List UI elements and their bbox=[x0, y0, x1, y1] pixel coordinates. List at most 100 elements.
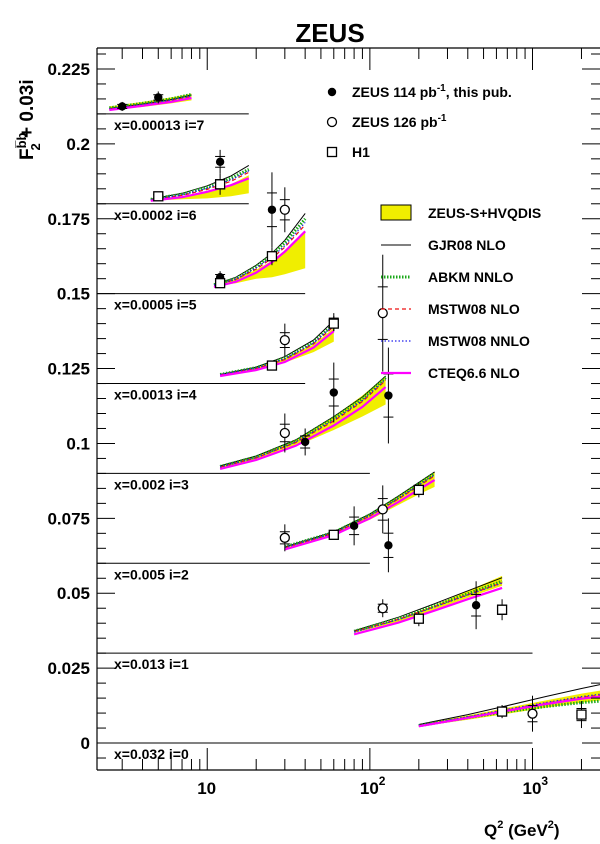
legend-label: ZEUS 114 pb-1, this pub. bbox=[352, 83, 512, 100]
bin-4: x=0.0013 i=4 bbox=[97, 320, 335, 403]
theory-band bbox=[150, 175, 249, 201]
theory-curve bbox=[219, 324, 335, 376]
bin-label: x=0.005 i=2 bbox=[114, 566, 189, 582]
y-axis-label-main: F bbox=[17, 148, 38, 160]
marker-open-circle bbox=[527, 708, 538, 719]
bin-5: x=0.0005 i=5 bbox=[97, 213, 307, 313]
data-point bbox=[117, 101, 128, 111]
theory-curve bbox=[284, 474, 435, 548]
legend-label: ZEUS-S+HVQDIS bbox=[428, 205, 541, 221]
theory-curve bbox=[353, 586, 503, 636]
y-tick-label: 0 bbox=[81, 734, 90, 753]
data-point bbox=[279, 413, 290, 453]
theory-band bbox=[220, 376, 386, 468]
data-point bbox=[413, 611, 424, 627]
data-point bbox=[153, 91, 164, 104]
legend-label: ABKM NNLO bbox=[428, 269, 514, 285]
marker-open-square bbox=[413, 484, 424, 496]
legend-swatch bbox=[380, 204, 412, 221]
y-axis-label: Fb̅b2 + 0.03i bbox=[14, 79, 43, 160]
data-point bbox=[266, 247, 278, 266]
theory-curve bbox=[418, 694, 600, 727]
theory-curve bbox=[418, 693, 600, 726]
marker-open-square bbox=[214, 179, 226, 190]
legend-item: H1 bbox=[326, 144, 370, 160]
theory-curve bbox=[219, 330, 335, 378]
marker-open-square bbox=[496, 706, 508, 717]
theory-curve bbox=[418, 699, 600, 728]
marker-open-circle bbox=[279, 532, 290, 543]
theory-curve bbox=[219, 379, 387, 468]
x-axis-label-unit-sup: 2 bbox=[548, 819, 554, 831]
bin-6: x=0.0002 i=6 bbox=[97, 164, 250, 223]
legend-marker bbox=[327, 87, 337, 97]
marker-open-square bbox=[496, 604, 508, 615]
bins: x=0.00013 i=7 x=0.0002 i=6 x=0.0005 i=5 x=0… bbox=[97, 92, 600, 762]
data-point bbox=[300, 428, 311, 456]
theory-curve bbox=[213, 217, 307, 287]
data-point bbox=[377, 254, 388, 372]
legend-marker bbox=[326, 146, 338, 158]
marker-filled-circle bbox=[349, 521, 359, 531]
x-tick-label: 102 bbox=[360, 774, 386, 798]
marker-filled-circle bbox=[471, 601, 481, 610]
data-point bbox=[214, 278, 226, 289]
marker-open-square bbox=[214, 278, 226, 289]
y-tick-label: 0.175 bbox=[47, 210, 90, 229]
marker-open-circle bbox=[377, 504, 388, 515]
data-point bbox=[496, 704, 508, 719]
y-tick-label: 0.1 bbox=[66, 434, 90, 453]
marker-filled-circle bbox=[300, 437, 310, 447]
marker-open-square bbox=[413, 613, 424, 624]
marker-filled-circle bbox=[117, 102, 127, 111]
theory-curve bbox=[219, 326, 335, 376]
legend-item: ABKM NNLO bbox=[381, 269, 514, 285]
data-point bbox=[349, 506, 360, 546]
theory-curve bbox=[418, 695, 600, 728]
data-point bbox=[215, 149, 226, 174]
data-point bbox=[279, 187, 290, 233]
theory-curve bbox=[284, 472, 436, 549]
bin-label: x=0.002 i=3 bbox=[114, 476, 189, 492]
bin-3: x=0.002 i=3 bbox=[97, 375, 387, 492]
legend-label: CTEQ6.6 NLO bbox=[428, 365, 520, 381]
legend-item: ZEUS-S+HVQDIS bbox=[380, 204, 541, 221]
x-axis-label-main: Q bbox=[484, 821, 497, 840]
marker-open-square bbox=[266, 251, 278, 262]
marker-open-square bbox=[266, 360, 278, 371]
bin-label: x=0.032 i=0 bbox=[114, 746, 189, 762]
data-point bbox=[328, 529, 339, 540]
theory-band bbox=[284, 471, 435, 549]
data-point bbox=[471, 581, 482, 630]
y-axis-label-sub: 2 bbox=[28, 143, 43, 150]
x-axis-label-unit-end: ) bbox=[554, 821, 560, 840]
data-point bbox=[527, 695, 538, 732]
bin-1: x=0.013 i=1 bbox=[97, 575, 533, 672]
marker-filled-circle bbox=[267, 205, 277, 214]
x-axis-label-unit: (GeV bbox=[503, 821, 548, 840]
y-tick-label: 0.125 bbox=[47, 360, 90, 379]
bin-label: x=0.00013 i=7 bbox=[114, 117, 205, 133]
data-point bbox=[377, 485, 388, 534]
theory-curve bbox=[150, 171, 250, 201]
data-point bbox=[153, 191, 164, 202]
marker-open-circle bbox=[279, 334, 290, 346]
plot-frame bbox=[96, 47, 600, 771]
theory-curve bbox=[418, 684, 600, 725]
data-point bbox=[377, 599, 388, 618]
marker-open-square bbox=[576, 709, 587, 720]
data-point bbox=[383, 518, 394, 573]
data-point bbox=[328, 362, 339, 423]
x-axis-label-sup: 2 bbox=[497, 819, 503, 831]
data-point bbox=[266, 172, 277, 248]
y-tick-label: 0.2 bbox=[66, 135, 90, 154]
marker-filled-circle bbox=[154, 93, 163, 102]
legend-label: MSTW08 NLO bbox=[428, 301, 520, 317]
x-tick-label: 103 bbox=[523, 774, 549, 798]
theory-curve bbox=[219, 376, 387, 468]
y-tick-label: 0.025 bbox=[47, 659, 90, 678]
theory-curve bbox=[213, 222, 306, 286]
y-tick-label: 0.075 bbox=[47, 509, 90, 528]
data-point bbox=[214, 173, 226, 195]
